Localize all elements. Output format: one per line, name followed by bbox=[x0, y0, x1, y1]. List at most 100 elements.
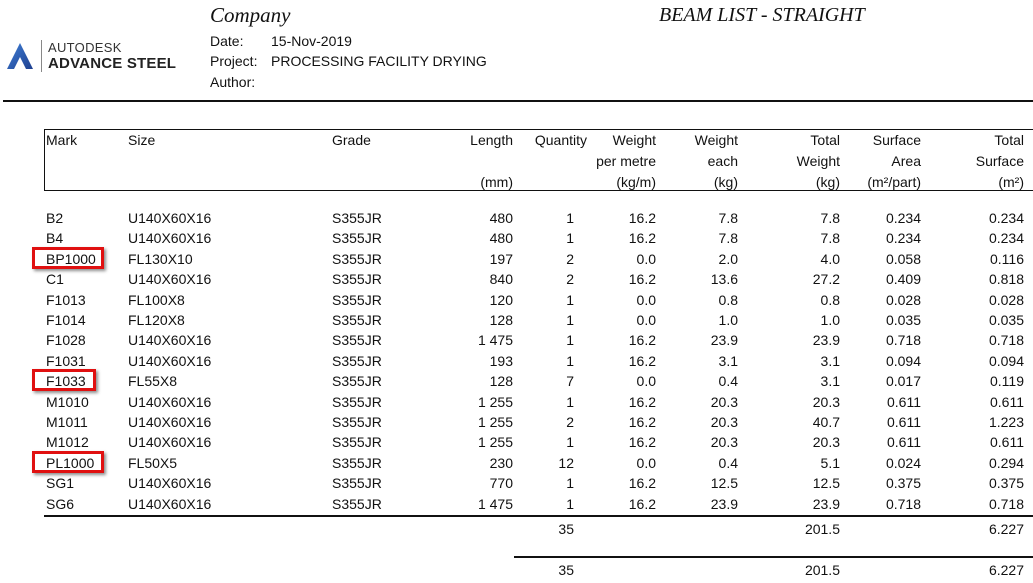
cell-mark: F1028 bbox=[46, 332, 86, 349]
cell-total-surface: 0.116 bbox=[990, 250, 1024, 267]
table-bottom-rule bbox=[44, 515, 1033, 517]
cell-grade: S355JR bbox=[332, 373, 382, 390]
cell-length: 197 bbox=[489, 250, 513, 267]
cell-mark: F1033 bbox=[46, 373, 86, 390]
table-row: B4 U140X60X16 S355JR 480 1 16.2 7.8 7.8 0.234 0.2… bbox=[0, 230, 1033, 250]
cell-weight-per-metre: 0.0 bbox=[636, 454, 656, 471]
subtotal-row: 35 201.5 6.227 bbox=[0, 521, 1033, 541]
cell-length: 128 bbox=[489, 373, 513, 390]
cell-mark: M1010 bbox=[46, 393, 89, 410]
cell-length: 840 bbox=[489, 271, 513, 288]
cell-weight-each: 1.0 bbox=[718, 312, 738, 328]
subtotal-total-surface: 6.227 bbox=[988, 521, 1024, 537]
cell-total-weight: 5.1 bbox=[820, 454, 840, 471]
cell-total-weight: 0.8 bbox=[820, 291, 840, 308]
cell-grade: S355JR bbox=[332, 475, 382, 492]
table-row: F1031 U140X60X16 S355JR 193 1 16.2 3.1 3.1 0.094… bbox=[0, 353, 1033, 373]
column-header-total-surface: Total bbox=[994, 132, 1024, 148]
cell-weight-per-metre: 0.0 bbox=[636, 373, 656, 390]
table-row: F1033 FL55X8 S355JR 128 7 0.0 0.4 3.1 0.017 0.119 bbox=[0, 369, 1033, 393]
cell-length: 1 255 bbox=[477, 434, 513, 451]
cell-surface-area: 0.611 bbox=[887, 434, 921, 451]
table-header-box bbox=[44, 129, 1033, 191]
cell-total-surface: 0.234 bbox=[988, 210, 1024, 226]
mark-highlight-box bbox=[32, 450, 104, 473]
cell-size: U140X60X16 bbox=[128, 495, 212, 512]
cell-grade: S355JR bbox=[332, 250, 382, 267]
grand-total-total-surface: 6.227 bbox=[988, 562, 1024, 578]
cell-weight-each: 23.9 bbox=[710, 332, 738, 349]
table-row: M1012 U140X60X16 S355JR 1 255 1 16.2 20.3 20.3 0… bbox=[0, 434, 1033, 454]
date-label: Date: bbox=[210, 33, 244, 49]
cell-quantity: 1 bbox=[566, 210, 574, 226]
cell-size: FL130X10 bbox=[128, 250, 193, 267]
column-header-quantity: Quantity bbox=[534, 132, 587, 148]
cell-weight-per-metre: 16.2 bbox=[628, 434, 656, 451]
cell-mark: SG1 bbox=[46, 475, 75, 492]
cell-surface-area: 0.028 bbox=[885, 291, 921, 308]
cell-grade: S355JR bbox=[332, 434, 382, 451]
cell-total-surface: 0.611 bbox=[990, 393, 1024, 410]
cell-total-weight: 3.1 bbox=[820, 352, 840, 369]
cell-length: 480 bbox=[489, 230, 513, 247]
cell-surface-area: 0.409 bbox=[885, 271, 921, 288]
cell-weight-per-metre: 16.2 bbox=[628, 271, 656, 288]
cell-total-surface: 0.818 bbox=[988, 271, 1024, 288]
cell-quantity: 1 bbox=[566, 312, 574, 328]
cell-mark: SG6 bbox=[46, 495, 75, 512]
mark-highlight-box bbox=[32, 369, 96, 392]
cell-grade: S355JR bbox=[332, 352, 382, 369]
cell-length: 1 475 bbox=[477, 332, 513, 349]
column-header-weight-per-metre: (kg/m) bbox=[616, 174, 656, 190]
cell-surface-area: 0.017 bbox=[885, 373, 921, 390]
cell-length: 128 bbox=[489, 312, 513, 328]
cell-mark: C1 bbox=[46, 271, 64, 288]
cell-quantity: 1 bbox=[566, 332, 574, 349]
cell-quantity: 7 bbox=[566, 373, 574, 390]
column-header-weight-each: Weight bbox=[694, 132, 738, 148]
cell-total-surface: 0.375 bbox=[988, 475, 1024, 492]
cell-mark: B2 bbox=[46, 210, 64, 226]
cell-mark: F1031 bbox=[46, 352, 86, 369]
cell-total-surface: 0.718 bbox=[988, 332, 1024, 349]
cell-surface-area: 0.094 bbox=[885, 352, 921, 369]
cell-weight-each: 3.1 bbox=[718, 352, 738, 369]
cell-total-weight: 23.9 bbox=[812, 495, 840, 512]
cell-length: 1 255 bbox=[477, 393, 513, 410]
table-row: F1014 FL120X8 S355JR 128 1 0.0 1.0 1.0 0.035 0.03… bbox=[0, 312, 1033, 332]
cell-total-weight: 7.8 bbox=[820, 210, 840, 226]
cell-size: U140X60X16 bbox=[128, 475, 212, 492]
cell-grade: S355JR bbox=[332, 312, 382, 328]
cell-total-surface: 0.094 bbox=[988, 352, 1024, 369]
cell-surface-area: 0.611 bbox=[887, 393, 921, 410]
column-header-surface-area: Surface bbox=[872, 132, 921, 148]
logo-divider bbox=[41, 40, 42, 72]
cell-weight-each: 0.8 bbox=[718, 291, 738, 308]
cell-size: U140X60X16 bbox=[128, 393, 212, 410]
cell-total-surface: 1.223 bbox=[988, 414, 1024, 430]
cell-mark: M1012 bbox=[46, 434, 89, 451]
cell-grade: S355JR bbox=[332, 230, 382, 247]
cell-quantity: 1 bbox=[566, 291, 574, 308]
mark-highlight-box bbox=[32, 246, 104, 269]
cell-total-weight: 3.1 bbox=[820, 373, 840, 390]
cell-mark: PL1000 bbox=[46, 454, 95, 471]
cell-mark: M1011 bbox=[46, 414, 88, 430]
column-header-grade: Grade bbox=[332, 132, 371, 148]
column-header-weight-each: (kg) bbox=[713, 174, 738, 190]
cell-size: U140X60X16 bbox=[128, 210, 212, 226]
cell-quantity: 12 bbox=[558, 454, 574, 471]
table-row: C1 U140X60X16 S355JR 840 2 16.2 13.6 27.2 0.409 0… bbox=[0, 271, 1033, 291]
cell-surface-area: 0.234 bbox=[885, 210, 921, 226]
column-header-weight-each: each bbox=[707, 153, 738, 169]
grand-total-rule bbox=[514, 556, 1033, 558]
cell-length: 1 255 bbox=[477, 414, 513, 430]
table-row: B2 U140X60X16 S355JR 480 1 16.2 7.8 7.8 0.234 0.2… bbox=[0, 210, 1033, 230]
autodesk-logo-icon bbox=[7, 43, 33, 69]
grand-total-total-weight: 201.5 bbox=[804, 562, 840, 578]
cell-total-surface: 0.234 bbox=[988, 230, 1024, 247]
cell-length: 480 bbox=[489, 210, 513, 226]
cell-weight-per-metre: 16.2 bbox=[628, 475, 656, 492]
cell-total-surface: 0.028 bbox=[988, 291, 1024, 308]
cell-size: U140X60X16 bbox=[128, 414, 212, 430]
